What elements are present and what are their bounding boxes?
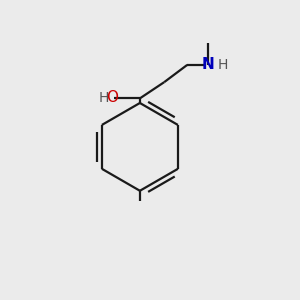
Text: O: O (106, 90, 119, 105)
Text: N: N (202, 57, 214, 72)
Text: H: H (218, 58, 228, 72)
Text: H: H (98, 91, 109, 105)
